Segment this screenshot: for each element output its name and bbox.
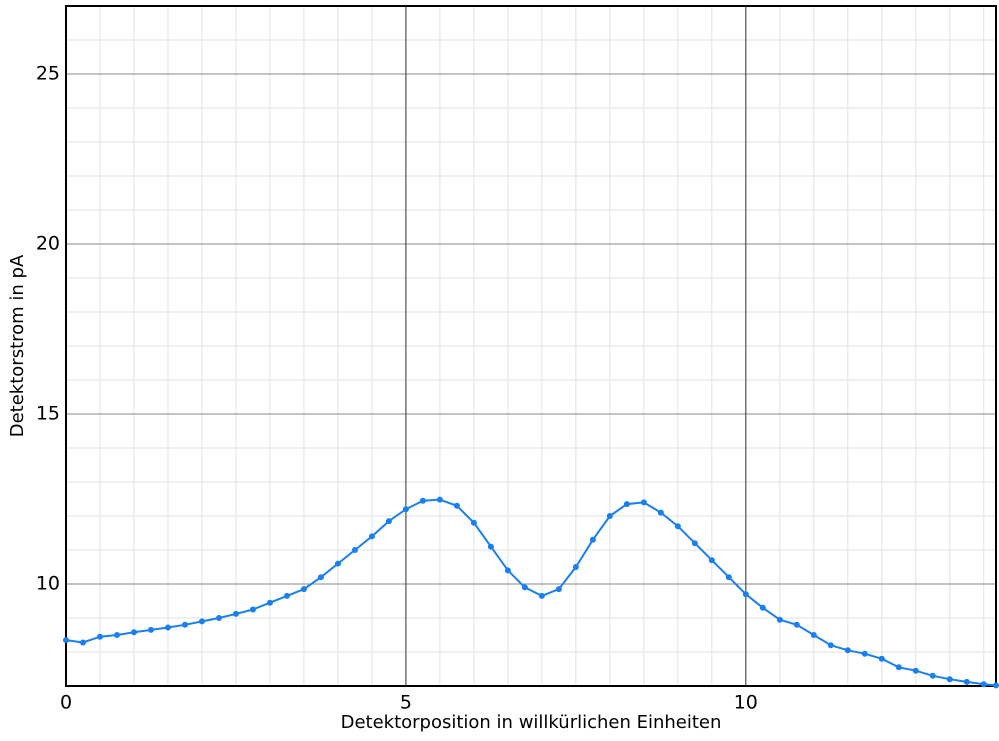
data-point [657, 509, 664, 516]
data-point [674, 523, 681, 530]
data-point [589, 536, 596, 543]
y-tick-label: 20 [36, 233, 60, 255]
data-point [368, 533, 375, 540]
data-point [827, 642, 834, 649]
data-point [844, 647, 851, 654]
data-point [215, 615, 222, 621]
line-series [65, 498, 997, 687]
data-point [249, 606, 256, 613]
data-point [487, 543, 494, 550]
data-point [334, 560, 341, 567]
data-point [742, 591, 749, 598]
data-point [198, 618, 205, 625]
data-point [300, 586, 307, 593]
data-point [402, 506, 409, 513]
data-point [793, 621, 800, 628]
data-point [606, 513, 613, 519]
data-point [164, 624, 171, 631]
data-point [929, 672, 936, 679]
data-point [759, 604, 766, 611]
data-point [810, 632, 817, 638]
y-tick-label: 10 [36, 573, 60, 595]
data-point [317, 574, 324, 581]
y-tick-label: 25 [36, 63, 60, 85]
data-point [725, 574, 732, 581]
x-tick-label: 5 [400, 692, 412, 714]
data-point [878, 655, 885, 662]
data-point [232, 610, 239, 617]
data-point [980, 681, 987, 688]
data-point [963, 678, 970, 685]
y-axis-label: Detektorstrom in pA [7, 254, 28, 437]
data-point [691, 540, 698, 547]
data-point [623, 501, 630, 508]
data-point [96, 633, 103, 640]
data-point [912, 667, 919, 674]
y-tick-label: 15 [36, 403, 60, 425]
data-point [776, 616, 783, 623]
x-tick-label: 0 [60, 692, 72, 714]
plot-frame [65, 5, 997, 687]
data-point [130, 629, 137, 636]
data-point [436, 496, 443, 503]
data-point [113, 632, 120, 638]
data-point [993, 682, 999, 689]
data-point [895, 664, 902, 671]
data-point [555, 586, 562, 593]
data-point [181, 621, 188, 628]
data-point [470, 519, 477, 526]
x-axis-label: Detektorposition in willkürlichen Einhei… [341, 712, 722, 733]
data-point [283, 592, 290, 599]
data-point [79, 639, 86, 646]
x-tick-label: 10 [734, 692, 758, 714]
data-point [521, 584, 528, 591]
data-point [946, 676, 953, 683]
data-point [63, 637, 69, 644]
data-point [538, 592, 545, 599]
data-point [504, 567, 511, 574]
data-point [147, 626, 154, 633]
data-point [453, 502, 460, 509]
data-point [708, 557, 715, 564]
data-point [266, 599, 273, 606]
data-point [351, 547, 358, 553]
data-point [640, 499, 647, 506]
data-point [385, 518, 392, 525]
data-point [572, 564, 579, 570]
data-point [419, 497, 426, 504]
data-point [861, 650, 868, 657]
